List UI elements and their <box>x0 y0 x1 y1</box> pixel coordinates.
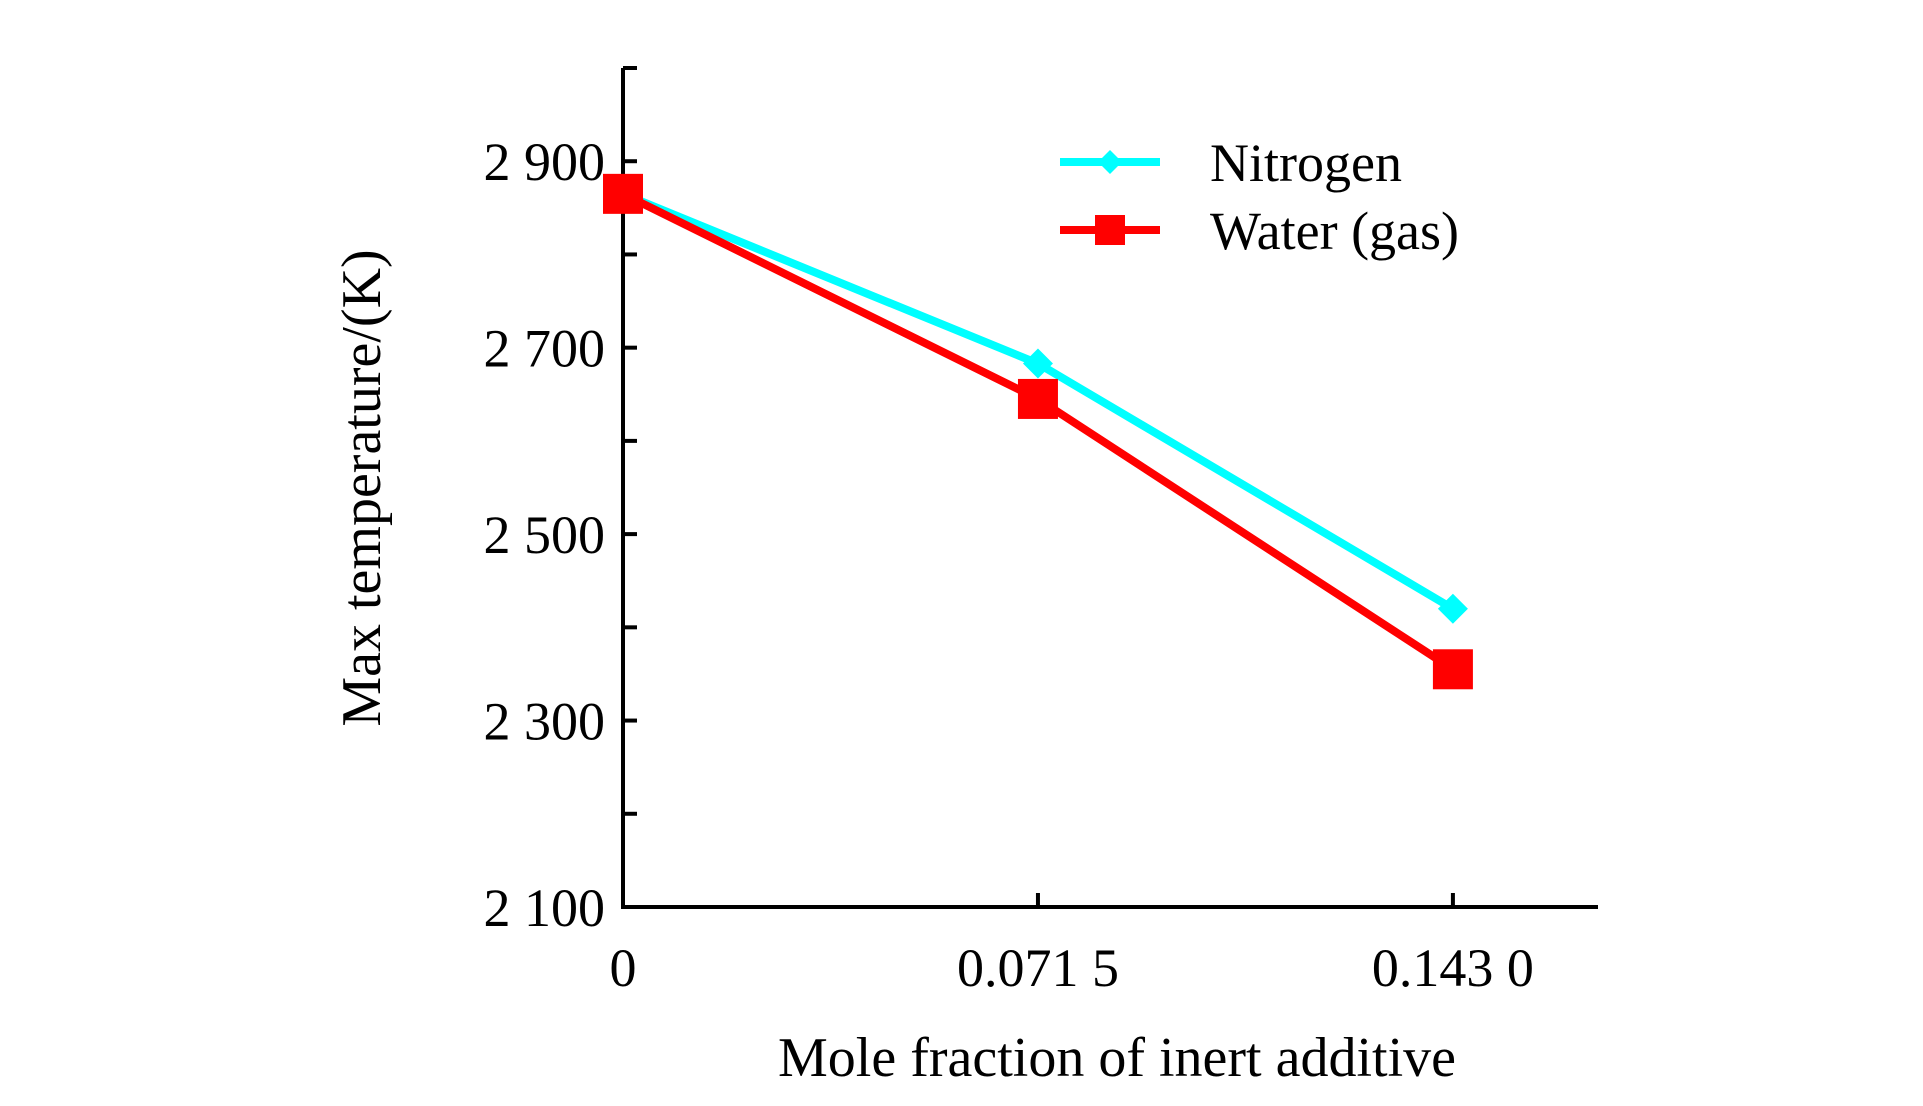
legend-item: Water (gas) <box>1060 201 1459 261</box>
axes <box>621 68 1598 909</box>
legend-label: Nitrogen <box>1210 133 1402 193</box>
series-water-gas <box>603 173 1473 690</box>
legend-diamond-marker <box>1098 150 1122 174</box>
y-axis-title: Max temperature/(K) <box>331 249 393 726</box>
legend-label: Water (gas) <box>1210 201 1459 261</box>
series-layer <box>603 173 1473 690</box>
y-tick-label: 2 500 <box>484 505 606 565</box>
y-tick-label: 2 900 <box>484 132 606 192</box>
y-ticks: 2 100 2 300 2 500 2 700 2 900 <box>484 66 637 938</box>
x-axis-title: Mole fraction of inert additive <box>778 1027 1456 1089</box>
x-tick-label: 0.143 0 <box>1372 938 1534 998</box>
legend-square-marker <box>1095 215 1125 245</box>
x-tick-label: 0 <box>610 938 637 998</box>
x-tick-label: 0.071 5 <box>957 938 1119 998</box>
series-line <box>621 190 1456 673</box>
square-marker <box>603 173 643 214</box>
legend: Nitrogen Water (gas) <box>1060 133 1459 261</box>
x-ticks: 0 0.071 5 0.143 0 <box>610 893 1534 998</box>
square-marker <box>1432 649 1473 690</box>
diamond-marker <box>1022 348 1053 379</box>
legend-item: Nitrogen <box>1060 133 1402 193</box>
y-tick-label: 2 700 <box>484 319 606 379</box>
diamond-marker <box>1437 593 1468 624</box>
y-tick-label: 2 100 <box>484 878 606 938</box>
y-tick-label: 2 300 <box>484 692 606 752</box>
square-marker <box>1017 378 1058 419</box>
